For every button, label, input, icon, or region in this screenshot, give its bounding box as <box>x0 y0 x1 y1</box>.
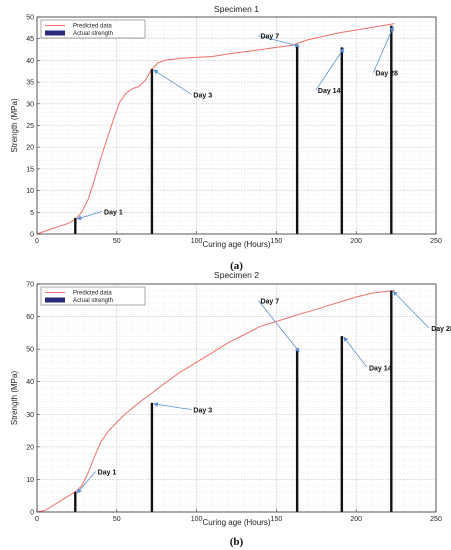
x-tick-label: 50 <box>113 238 121 245</box>
x-tick-label: 150 <box>271 238 283 245</box>
x-axis-label: Curing age (Hours) <box>202 518 270 527</box>
x-tick-label: 250 <box>430 516 442 523</box>
x-tick-label: 150 <box>271 516 283 523</box>
y-tick-label: 10 <box>26 477 34 484</box>
legend-label-predicted: Predicted data <box>73 24 112 30</box>
x-tick-label: 250 <box>430 238 442 245</box>
y-tick-label: 40 <box>26 58 34 65</box>
chart-title: Specimen 1 <box>214 4 259 14</box>
annotation-label: Day 1 <box>98 470 117 477</box>
y-axis-label: Strength (MPa) <box>10 371 19 426</box>
annotation-arrow <box>315 47 345 91</box>
y-tick-label: 5 <box>30 210 34 217</box>
annotation-arrow <box>76 471 96 494</box>
legend-label-actual: Actual strength <box>73 298 113 304</box>
y-tick-label: 15 <box>26 166 34 173</box>
actual-strength-bar <box>74 491 77 512</box>
y-tick-label: 30 <box>26 101 34 108</box>
y-tick-label: 30 <box>26 412 34 419</box>
y-axis-label: Strength (MPa) <box>10 98 19 153</box>
annotation-arrow <box>76 211 103 221</box>
annotation-arrow <box>372 25 394 73</box>
annotation-arrow <box>258 300 300 353</box>
legend-box <box>40 286 146 306</box>
legend-swatch-actual <box>45 297 65 303</box>
x-tick-label: 100 <box>191 516 203 523</box>
annotation-arrow <box>258 35 300 48</box>
plot-frame <box>36 283 437 513</box>
predicted-data-line <box>36 23 395 235</box>
legend-label-actual: Actual strength <box>73 31 113 37</box>
annotation-label: Day 7 <box>260 299 279 306</box>
annotation-label: Day 3 <box>193 408 212 415</box>
x-tick-label: 200 <box>350 516 362 523</box>
actual-strength-bar <box>295 45 299 235</box>
x-tick-label: 100 <box>191 238 203 245</box>
y-tick-label: 35 <box>26 80 34 87</box>
panel-caption: (a) <box>230 260 243 272</box>
annotation-label: Day 1 <box>104 209 123 216</box>
x-axis-label: Curing age (Hours) <box>202 240 270 249</box>
chart-title: Specimen 2 <box>214 270 259 280</box>
annotation-label: Day 7 <box>260 34 279 41</box>
actual-strength-bar <box>150 69 154 234</box>
predicted-data-line <box>36 290 395 513</box>
actual-strength-bar <box>74 217 77 234</box>
annotation-arrow <box>343 336 368 368</box>
annotation-label: Day 3 <box>193 92 212 99</box>
annotation-label: Day 14 <box>369 365 392 372</box>
actual-strength-bar <box>295 350 299 512</box>
legend-box <box>40 19 146 39</box>
x-tick-label: 0 <box>35 516 39 523</box>
actual-strength-bar <box>390 25 393 235</box>
actual-strength-bar <box>340 336 344 512</box>
y-tick-label: 20 <box>26 145 34 152</box>
plot-area <box>37 284 436 512</box>
x-tick-label: 200 <box>350 238 362 245</box>
legend-swatch-actual <box>45 30 65 36</box>
x-tick-label: 50 <box>113 516 121 523</box>
legend-label-predicted: Predicted data <box>73 291 112 297</box>
x-tick-label: 0 <box>35 238 39 245</box>
actual-strength-bar <box>390 290 393 512</box>
y-tick-label: 70 <box>26 282 34 289</box>
y-tick-label: 45 <box>26 36 34 43</box>
y-tick-label: 0 <box>30 510 34 517</box>
annotation-label: Day 14 <box>318 88 341 95</box>
annotation-label: Day 28 <box>375 71 398 78</box>
y-tick-label: 20 <box>26 444 34 451</box>
y-tick-label: 50 <box>26 347 34 354</box>
actual-strength-bar <box>150 402 154 512</box>
y-tick-label: 60 <box>26 314 34 321</box>
annotation-arrow <box>153 402 192 411</box>
annotation-label: Day 28 <box>431 326 451 333</box>
y-tick-label: 50 <box>26 15 34 22</box>
y-tick-label: 0 <box>30 232 34 239</box>
annotation-arrow <box>392 290 430 329</box>
actual-strength-bar <box>340 47 344 234</box>
y-tick-label: 10 <box>26 188 34 195</box>
panel-caption: (b) <box>230 536 244 548</box>
y-tick-label: 40 <box>26 379 34 386</box>
annotation-arrow <box>153 69 192 95</box>
y-tick-label: 25 <box>26 123 34 130</box>
